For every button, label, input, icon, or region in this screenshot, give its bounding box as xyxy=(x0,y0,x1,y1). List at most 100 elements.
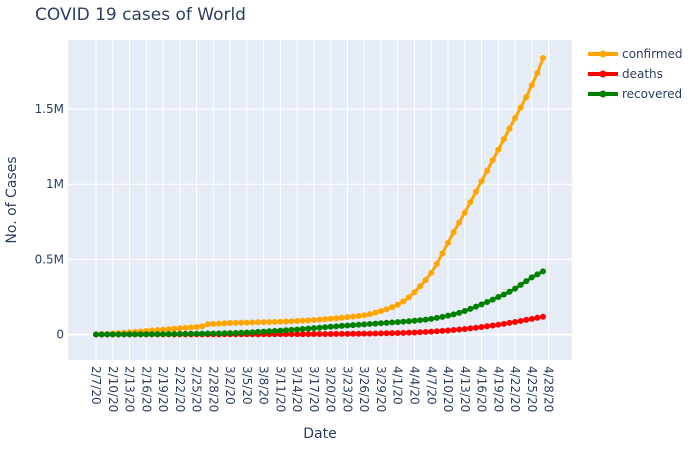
data-point-confirmed xyxy=(372,309,379,316)
x-tick-label: 2/13/20 xyxy=(123,366,137,412)
data-point-recovered xyxy=(282,327,289,334)
x-tick-label: 3/20/20 xyxy=(324,366,338,412)
data-point-recovered xyxy=(523,278,530,285)
data-point-recovered xyxy=(338,322,345,329)
data-point-confirmed xyxy=(199,323,206,330)
series-recovered xyxy=(93,268,546,338)
data-point-confirmed xyxy=(215,320,222,327)
x-tick-labels: 2/7/20 2/10/20 2/13/20 2/16/20 2/19/20 2/22/2… xyxy=(89,366,556,412)
data-point-confirmed xyxy=(411,289,418,296)
data-point-deaths xyxy=(305,331,312,338)
x-tick-label: 3/26/20 xyxy=(357,366,371,412)
x-tick-label: 3/23/20 xyxy=(340,366,354,412)
data-point-confirmed xyxy=(445,239,452,246)
data-point-confirmed xyxy=(277,318,284,325)
x-tick-label: 4/16/20 xyxy=(475,366,489,412)
data-point-confirmed xyxy=(327,315,334,322)
data-point-confirmed xyxy=(489,157,496,164)
data-point-recovered xyxy=(260,328,267,335)
x-tick-label: 3/8/20 xyxy=(257,366,271,405)
data-point-confirmed xyxy=(260,319,267,326)
data-point-confirmed xyxy=(160,326,167,333)
data-point-confirmed xyxy=(282,318,289,325)
data-point-confirmed xyxy=(210,320,217,327)
data-point-deaths xyxy=(478,324,485,331)
data-point-recovered xyxy=(221,330,228,337)
legend-item-confirmed[interactable]: confirmed xyxy=(588,47,683,61)
data-point-confirmed xyxy=(227,320,234,327)
data-point-recovered xyxy=(333,323,340,330)
legend-label: recovered xyxy=(622,87,682,101)
data-point-deaths xyxy=(467,325,474,332)
y-tick-label: 0.5M xyxy=(35,252,64,266)
legend-item-deaths[interactable]: deaths xyxy=(588,67,663,81)
data-point-confirmed xyxy=(350,313,357,320)
data-point-recovered xyxy=(288,326,295,333)
data-point-deaths xyxy=(333,330,340,337)
legend[interactable]: confirmed deaths recovered xyxy=(588,47,683,101)
data-point-recovered xyxy=(428,315,435,322)
data-point-deaths xyxy=(299,331,306,338)
data-point-recovered xyxy=(126,331,133,338)
data-point-confirmed xyxy=(467,199,474,206)
data-point-recovered xyxy=(528,274,535,281)
data-point-confirmed xyxy=(165,326,172,333)
data-point-recovered xyxy=(277,327,284,334)
data-point-recovered xyxy=(227,330,234,337)
data-point-confirmed xyxy=(478,178,485,185)
data-point-confirmed xyxy=(433,260,440,267)
data-point-deaths xyxy=(445,327,452,334)
data-point-deaths xyxy=(350,330,357,337)
data-point-recovered xyxy=(294,326,301,333)
data-point-deaths xyxy=(400,329,407,336)
data-point-confirmed xyxy=(182,324,189,331)
x-tick-label: 3/5/20 xyxy=(240,366,254,405)
data-point-recovered xyxy=(467,305,474,312)
data-point-confirmed xyxy=(288,318,295,325)
data-point-confirmed xyxy=(540,55,546,62)
data-point-confirmed xyxy=(344,314,351,321)
data-point-confirmed xyxy=(366,311,373,318)
data-point-confirmed xyxy=(299,317,306,324)
data-point-recovered xyxy=(271,328,278,334)
data-point-confirmed xyxy=(294,317,301,324)
data-point-confirmed xyxy=(439,250,446,257)
data-point-recovered xyxy=(204,330,211,337)
data-point-recovered xyxy=(115,331,122,338)
data-point-confirmed xyxy=(394,301,401,308)
x-tick-label: 2/22/20 xyxy=(173,366,187,412)
data-point-recovered xyxy=(132,331,139,338)
data-point-confirmed xyxy=(456,219,463,226)
data-point-confirmed xyxy=(238,319,245,326)
data-point-confirmed xyxy=(249,319,256,326)
x-tick-label: 3/2/20 xyxy=(223,366,237,405)
data-point-deaths xyxy=(517,317,524,324)
data-point-recovered xyxy=(484,299,491,306)
x-tick-label: 4/22/20 xyxy=(508,366,522,412)
legend-item-recovered[interactable]: recovered xyxy=(588,87,682,101)
data-point-recovered xyxy=(299,326,306,333)
data-point-recovered xyxy=(394,319,401,326)
series-confirmed xyxy=(93,55,546,338)
data-point-confirmed xyxy=(355,312,362,319)
data-point-deaths xyxy=(422,328,429,335)
data-point-confirmed xyxy=(221,320,228,327)
data-point-deaths xyxy=(484,323,491,330)
x-tick-label: 3/17/20 xyxy=(307,366,321,412)
x-tick-label: 4/13/20 xyxy=(458,366,472,412)
data-point-recovered xyxy=(400,318,407,325)
data-point-deaths xyxy=(540,313,546,320)
data-point-recovered xyxy=(361,321,368,328)
data-point-confirmed xyxy=(271,318,278,325)
x-tick-label: 4/7/20 xyxy=(424,366,438,405)
data-point-deaths xyxy=(433,328,440,335)
data-point-deaths xyxy=(288,331,295,338)
data-point-deaths xyxy=(322,330,329,337)
data-point-recovered xyxy=(232,329,239,336)
data-point-recovered xyxy=(489,296,496,303)
legend-label: confirmed xyxy=(622,47,683,61)
legend-marker xyxy=(599,50,607,58)
x-tick-label: 2/16/20 xyxy=(139,366,153,412)
data-point-recovered xyxy=(372,320,379,327)
data-point-deaths xyxy=(310,331,317,338)
